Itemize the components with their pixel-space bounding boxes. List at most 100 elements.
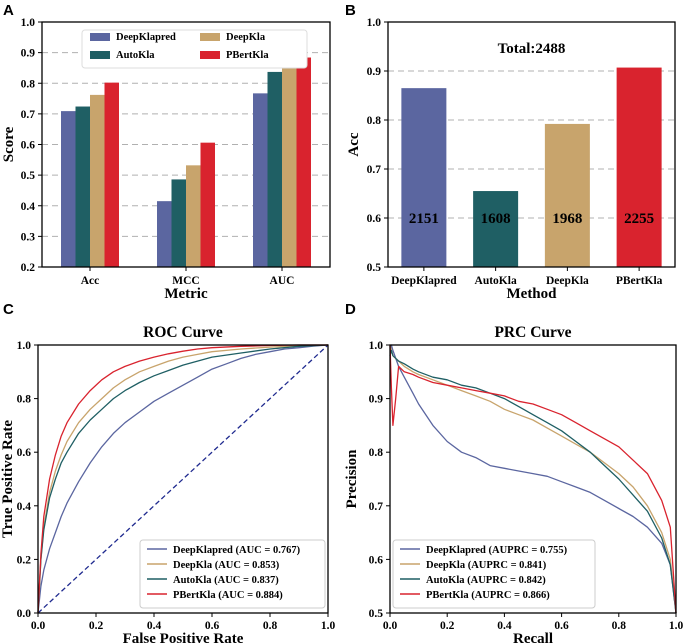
legend: DeepKlapred (AUPRC = 0.755) DeepKla (AUPR… [392, 539, 596, 609]
bar-AutoKla [473, 191, 519, 267]
legend-label-PBertKla: PBertKla (AUC = 0.884) [173, 590, 283, 601]
panel-letter-d: D [345, 301, 356, 318]
y-tick-label: 0.6 [21, 140, 36, 152]
y-axis-label: Acc [346, 132, 362, 156]
y-tick-label: 0.9 [367, 66, 382, 78]
x-tick-label: 0.8 [263, 620, 278, 632]
bar-DeepKla [544, 123, 590, 267]
y-tick-label: 0.5 [369, 608, 384, 620]
bar-DeepKlapred [401, 88, 447, 268]
curve-AutoKla [37, 344, 329, 614]
x-axis-label: Method [507, 286, 558, 302]
x-tick-label: AutoKla [475, 275, 517, 287]
x-tick-label: 0.4 [147, 620, 162, 632]
legend-label-PBertKla: PBertKla [226, 50, 269, 61]
legend-swatch-DeepKla [200, 33, 220, 41]
legend-swatch-AutoKla [90, 51, 110, 59]
x-tick-label: 0.0 [31, 620, 46, 632]
y-tick-label: 1.0 [21, 17, 36, 29]
x-axis-label: Recall [513, 631, 553, 643]
chart-title: ROC Curve [143, 324, 223, 341]
curve-PBertKla [389, 344, 677, 614]
chart-d: PRC Curve 0.5 0.6 0.7 0.8 0.9 1.0 0.0 0.2 0.4 0.6 0… [344, 324, 683, 643]
legend-box [81, 29, 308, 69]
bar-AutoKla-AUC [267, 71, 282, 267]
curve-PBertKla [37, 344, 328, 614]
chart-title: PRC Curve [494, 324, 571, 341]
bar-DeepKlapred-MCC [157, 201, 172, 267]
y-tick-label: 0.8 [367, 115, 382, 127]
bar-value-label-DeepKlapred: 2151 [409, 211, 439, 227]
bar-DeepKla-Acc [90, 94, 105, 267]
legend-label-AutoKla: AutoKla [116, 50, 155, 61]
legend-swatch-DeepKlapred [90, 33, 110, 41]
y-tick-label: 0.7 [21, 109, 36, 121]
y-tick-label: 1.0 [17, 340, 32, 352]
bar-AutoKla-MCC [171, 179, 186, 267]
curve-DeepKla [389, 344, 677, 614]
x-tick-label: 0.6 [205, 620, 220, 632]
x-tick-label: AUC [270, 275, 295, 287]
legend-label-PBertKla: PBertKla (AUPRC = 0.866) [426, 590, 550, 601]
total-annotation: Total:2488 [498, 41, 566, 57]
curve-DeepKla [37, 344, 329, 614]
y-tick-label: 1.0 [367, 17, 382, 29]
axes-frame [389, 344, 677, 614]
y-tick-label: 0.9 [21, 48, 36, 60]
legend: DeepKlapred DeepKla AutoKla PBertKla [81, 29, 308, 69]
panel-letter-c: C [3, 301, 14, 318]
x-axis-label: False Positive Rate [123, 631, 244, 643]
x-tick-label: 0.4 [497, 620, 512, 632]
y-tick-label: 0.8 [21, 78, 36, 90]
y-tick-label: 0.8 [17, 394, 32, 406]
x-tick-label: Acc [81, 275, 100, 287]
x-tick-label: 0.6 [554, 620, 569, 632]
y-tick-label: 0.4 [17, 501, 32, 513]
legend-label-DeepKla: DeepKla [226, 32, 266, 43]
legend-label-DeepKlapred: DeepKlapred [116, 32, 176, 43]
x-tick-label: PBertKla [616, 275, 663, 287]
legend-label-DeepKla: DeepKla (AUC = 0.853) [173, 560, 280, 571]
legend-label-DeepKla: DeepKla (AUPRC = 0.841) [426, 560, 547, 571]
legend-label-AutoKla: AutoKla (AUPRC = 0.842) [426, 575, 546, 586]
legend: DeepKlapred (AUC = 0.767) DeepKla (AUC = … [139, 539, 326, 609]
panel-letter-b: B [345, 2, 356, 19]
y-tick-label: 0.2 [17, 554, 32, 566]
curve-DeepKlapred [389, 344, 677, 614]
x-tick-label: 0.2 [89, 620, 104, 632]
y-tick-label: 0.3 [21, 231, 36, 243]
bar-AutoKla-Acc [75, 106, 90, 268]
bar-DeepKlapred-AUC [253, 93, 268, 267]
bar-value-label-AutoKla: 1608 [481, 211, 511, 227]
x-axis-label: Metric [164, 286, 208, 302]
bar-DeepKlapred-Acc [61, 111, 76, 268]
legend-swatch-PBertKla [200, 51, 220, 59]
bar-PBertKla [616, 67, 662, 267]
x-tick-label: 0.8 [612, 620, 627, 632]
y-tick-label: 0.7 [369, 501, 384, 513]
y-tick-label: 0.7 [367, 164, 382, 176]
y-tick-label: 0.6 [367, 213, 382, 225]
chart-a: 0.2 0.3 0.4 0.5 0.6 0.7 0.8 0.9 1.0 Acc MCC AUC Metr… [1, 17, 331, 302]
bar-PBertKla-Acc [104, 82, 119, 267]
axes-frame [387, 21, 676, 268]
legend-label-DeepKlapred: DeepKlapred (AUPRC = 0.755) [426, 545, 568, 556]
axes-frame [37, 344, 329, 614]
curve-AutoKla [389, 349, 677, 614]
y-axis-label: Precision [344, 449, 360, 509]
chart-c: ROC Curve 0.0 0.2 0.4 0.6 0.8 1.0 0.0 0.2 0.4 0.6 0… [0, 324, 335, 643]
y-tick-label: 0.6 [369, 554, 384, 566]
y-tick-label: 0.8 [369, 447, 384, 459]
panel-letter-a: A [3, 2, 14, 19]
legend-box [392, 539, 596, 609]
diagonal-reference-line [37, 344, 329, 614]
y-tick-label: 1.0 [369, 340, 384, 352]
legend-box [139, 539, 326, 609]
x-tick-label: 0.2 [440, 620, 455, 632]
y-tick-label: 0.2 [21, 262, 36, 274]
legend-label-DeepKlapred: DeepKlapred (AUC = 0.767) [173, 545, 301, 556]
bar-DeepKla-AUC [282, 67, 297, 267]
y-tick-label: 0.0 [17, 608, 32, 620]
x-tick-label: MCC [172, 275, 199, 287]
